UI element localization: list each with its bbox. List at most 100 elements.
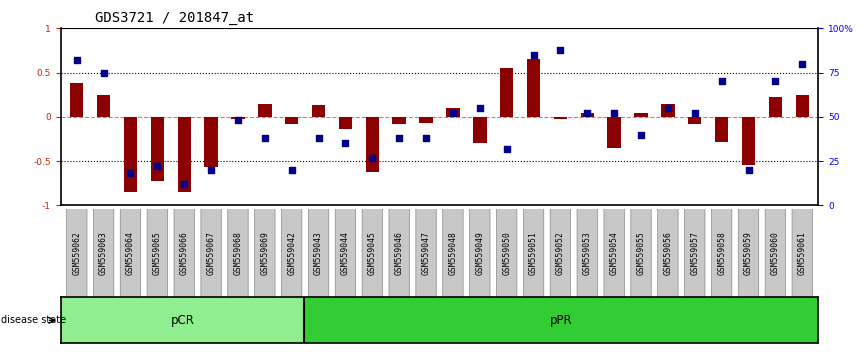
Point [97, 70, 111, 75]
FancyBboxPatch shape [362, 208, 383, 299]
Text: GSM559043: GSM559043 [314, 231, 323, 275]
FancyBboxPatch shape [766, 208, 785, 299]
Text: GSM559061: GSM559061 [798, 231, 807, 275]
Point [151, 164, 165, 169]
FancyBboxPatch shape [630, 208, 651, 299]
Point [527, 52, 540, 58]
Bar [742, 117, 755, 166]
Text: GSM559054: GSM559054 [610, 231, 618, 275]
Text: GSM559045: GSM559045 [368, 231, 377, 275]
Point [661, 105, 675, 111]
Text: GSM559052: GSM559052 [556, 231, 565, 275]
FancyBboxPatch shape [308, 208, 329, 299]
Bar [634, 113, 648, 117]
FancyBboxPatch shape [255, 208, 275, 299]
Point [553, 47, 567, 52]
FancyBboxPatch shape [712, 208, 732, 299]
Point [204, 167, 218, 173]
FancyBboxPatch shape [67, 208, 87, 299]
FancyBboxPatch shape [604, 208, 624, 299]
Point [178, 181, 191, 187]
FancyBboxPatch shape [469, 208, 490, 299]
Bar [151, 117, 164, 181]
FancyBboxPatch shape [657, 208, 678, 299]
Bar [527, 59, 540, 117]
FancyBboxPatch shape [496, 208, 517, 299]
Bar [124, 117, 137, 192]
FancyBboxPatch shape [577, 208, 598, 299]
Bar [312, 105, 326, 117]
Text: GSM559069: GSM559069 [261, 231, 269, 275]
Text: GDS3721 / 201847_at: GDS3721 / 201847_at [95, 11, 255, 25]
Point [714, 79, 728, 84]
Bar [304, 297, 818, 343]
FancyBboxPatch shape [792, 208, 812, 299]
Text: pPR: pPR [550, 314, 572, 327]
Text: GSM559055: GSM559055 [637, 231, 645, 275]
Bar [580, 113, 594, 117]
Text: GSM559048: GSM559048 [449, 231, 457, 275]
Bar [473, 117, 487, 143]
FancyBboxPatch shape [228, 208, 249, 299]
Text: pCR: pCR [171, 314, 194, 327]
Text: GSM559062: GSM559062 [72, 231, 81, 275]
Bar [285, 117, 299, 124]
Bar [607, 117, 621, 148]
Text: GSM559067: GSM559067 [207, 231, 216, 275]
Bar [392, 117, 406, 124]
Text: GSM559056: GSM559056 [663, 231, 672, 275]
Bar [97, 95, 110, 117]
Point [231, 118, 245, 123]
Bar [715, 117, 728, 142]
Text: GSM559060: GSM559060 [771, 231, 780, 275]
Bar [661, 104, 675, 117]
Point [688, 110, 701, 116]
Point [392, 135, 406, 141]
Bar [70, 83, 83, 117]
Bar [258, 104, 272, 117]
Text: GSM559047: GSM559047 [422, 231, 430, 275]
Text: GSM559064: GSM559064 [126, 231, 135, 275]
FancyBboxPatch shape [120, 208, 140, 299]
Bar [688, 117, 701, 124]
Point [446, 110, 460, 116]
Point [634, 132, 648, 137]
Bar [231, 117, 245, 120]
Text: GSM559068: GSM559068 [234, 231, 242, 275]
Text: GSM559049: GSM559049 [475, 231, 484, 275]
Text: GSM559050: GSM559050 [502, 231, 511, 275]
Bar [61, 297, 304, 343]
Bar [178, 117, 191, 192]
Point [124, 171, 138, 176]
Bar [204, 117, 218, 167]
FancyBboxPatch shape [739, 208, 759, 299]
Point [741, 167, 755, 173]
Bar [419, 117, 433, 123]
Bar [500, 68, 514, 117]
Text: GSM559051: GSM559051 [529, 231, 538, 275]
FancyBboxPatch shape [443, 208, 463, 299]
Bar [769, 97, 782, 117]
Bar [446, 108, 460, 117]
FancyBboxPatch shape [174, 208, 195, 299]
Point [768, 79, 782, 84]
Point [473, 105, 487, 111]
Point [607, 110, 621, 116]
Point [419, 135, 433, 141]
Point [795, 61, 809, 67]
FancyBboxPatch shape [335, 208, 356, 299]
Text: GSM559058: GSM559058 [717, 231, 726, 275]
FancyBboxPatch shape [147, 208, 167, 299]
Point [500, 146, 514, 152]
Point [285, 167, 299, 173]
Point [580, 110, 594, 116]
Bar [796, 95, 809, 117]
FancyBboxPatch shape [201, 208, 222, 299]
FancyBboxPatch shape [94, 208, 113, 299]
Bar [339, 117, 352, 129]
Text: GSM559065: GSM559065 [153, 231, 162, 275]
FancyBboxPatch shape [416, 208, 436, 299]
Point [312, 135, 326, 141]
FancyBboxPatch shape [281, 208, 302, 299]
Point [70, 57, 84, 63]
